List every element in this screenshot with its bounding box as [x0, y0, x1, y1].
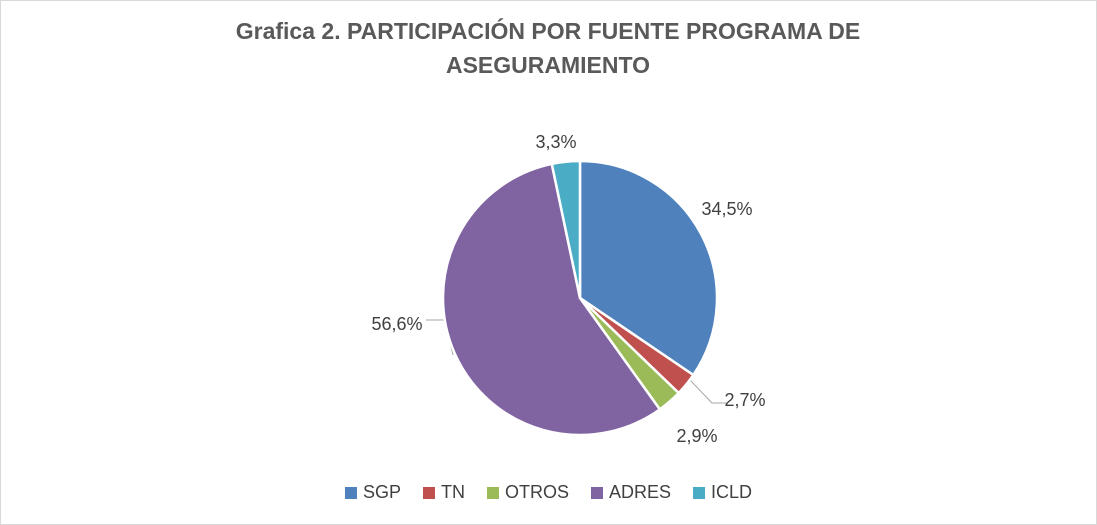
legend-swatch	[591, 487, 603, 499]
data-label: 2,7%	[724, 390, 765, 410]
legend-label: TN	[441, 482, 465, 502]
legend-swatch	[693, 487, 706, 499]
pie-slice	[578, 159, 719, 377]
legend-label: SGP	[363, 482, 401, 502]
legend-label: ICLD	[711, 482, 752, 502]
data-label: 56,6%	[371, 314, 422, 334]
legend-swatch	[422, 487, 435, 499]
pie-slice	[441, 162, 662, 437]
data-label: 3,3%	[535, 132, 576, 152]
legend-swatch	[344, 487, 357, 499]
pie-slice	[550, 159, 582, 299]
legend-label: ADRES	[609, 482, 671, 502]
legend-label: OTROS	[505, 482, 569, 502]
leader-line	[689, 379, 728, 404]
chart-title: Grafica 2. PARTICIPACIÓN POR FUENTE PROG…	[235, 18, 861, 78]
data-label: 34,5%	[701, 199, 752, 219]
data-label: 2,9%	[676, 426, 717, 446]
legend-swatch	[486, 487, 499, 499]
